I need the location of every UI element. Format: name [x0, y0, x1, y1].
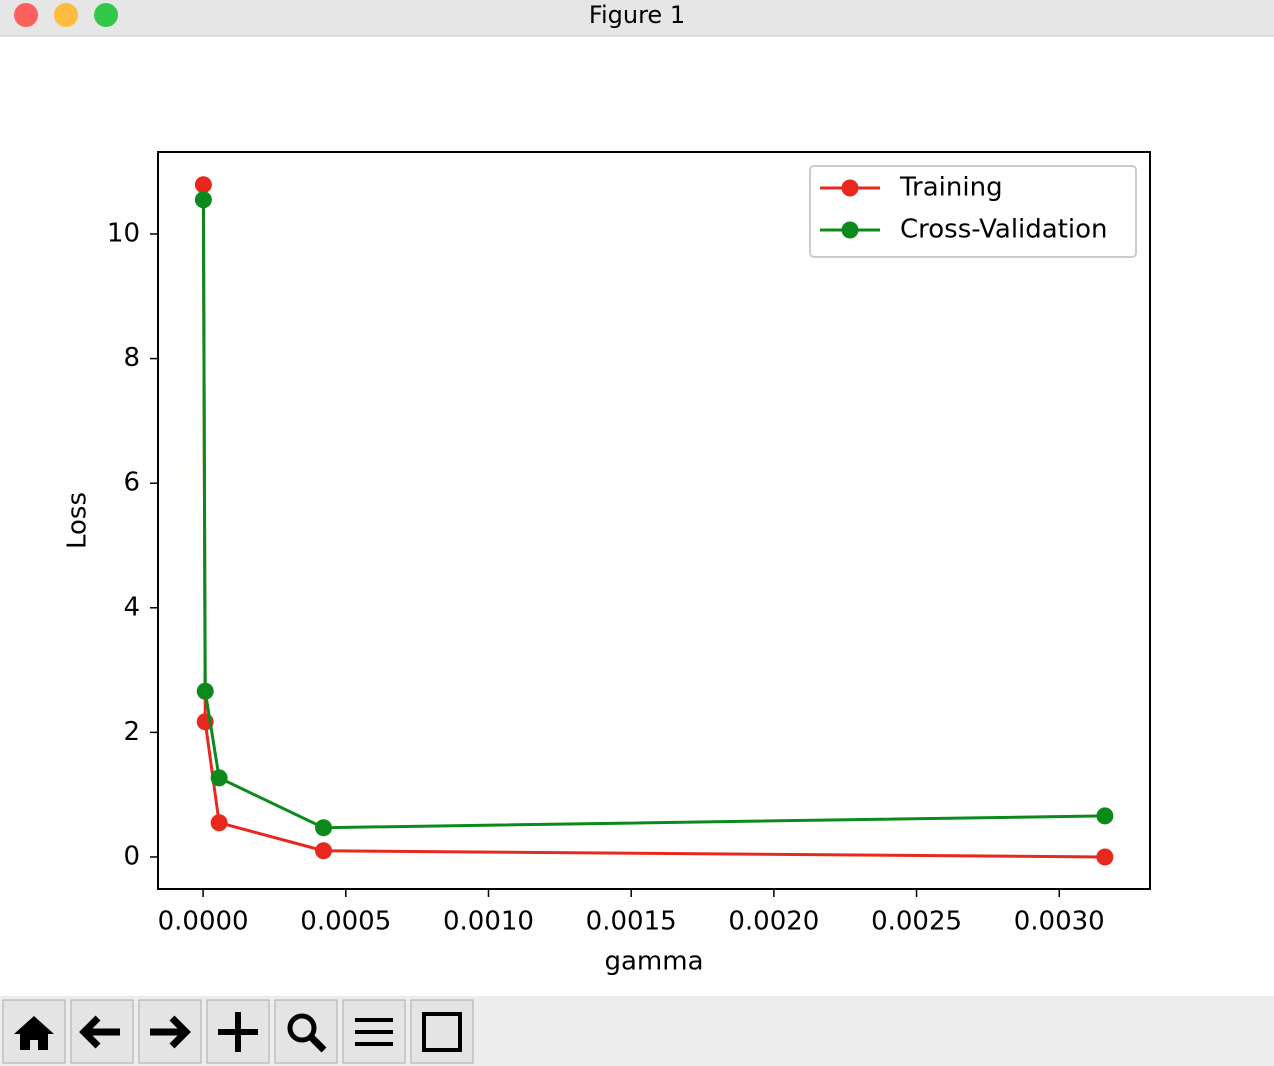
home-icon: [14, 1016, 54, 1050]
x-tick-label: 0.0005: [300, 907, 391, 937]
series-point: [315, 842, 333, 860]
toolbar-buttons: [2, 999, 474, 1064]
back-icon: [79, 1015, 120, 1049]
x-tick-label: 0.0025: [871, 907, 962, 937]
save-button[interactable]: [410, 999, 474, 1064]
zoom-button[interactable]: [94, 3, 118, 27]
y-tick-label: 8: [123, 343, 140, 373]
y-axis-label: Loss: [63, 492, 93, 549]
plot: 0.0000 0.0005 0.0010 0.0015 0.0020 0.0025 0.00…: [63, 151, 1151, 977]
save-icon: [422, 1012, 462, 1052]
legend-box: [809, 165, 1137, 258]
legend-marker: [841, 221, 859, 239]
zoom-tool-button[interactable]: [274, 999, 338, 1064]
pan-icon: [218, 1012, 258, 1052]
legend-label: Cross-Validation: [900, 215, 1108, 245]
y-tick-label: 2: [123, 717, 140, 747]
minimize-button[interactable]: [54, 3, 78, 27]
close-button[interactable]: [14, 3, 38, 27]
series-point: [194, 176, 212, 194]
series-point: [210, 814, 228, 832]
y-tick-label: 0: [123, 841, 140, 871]
y-tick-label: 6: [123, 468, 140, 498]
series-point: [210, 769, 228, 787]
series-point: [1096, 807, 1114, 825]
series-line: [201, 184, 1105, 859]
series-point: [1096, 848, 1114, 866]
toolbar-icons: [14, 1012, 462, 1053]
series-point: [194, 191, 212, 209]
zoom-handle: [308, 1034, 327, 1053]
axes-frame: [157, 151, 1151, 890]
x-tick-label: 0.0030: [1014, 907, 1105, 937]
y-tick-label: 10: [107, 218, 140, 248]
configure-icon: [355, 1018, 393, 1046]
x-axis-label: gamma: [604, 947, 703, 977]
series-line: [201, 199, 1105, 830]
legend-label: Training: [899, 173, 1003, 203]
x-tick-label: 0.0000: [158, 907, 249, 937]
x-tick-label: 0.0010: [443, 907, 534, 937]
x-tick-label: 0.0020: [728, 907, 819, 937]
y-tick-label: 4: [123, 592, 140, 622]
forward-icon: [150, 1015, 191, 1049]
title-bar: [0, 0, 1274, 36]
series-point: [315, 819, 333, 837]
window-title: Figure 1: [589, 1, 685, 29]
x-tick-label: 0.0015: [586, 907, 677, 937]
legend-marker: [841, 179, 859, 197]
zoom-icon: [287, 1013, 317, 1043]
series-point: [196, 682, 214, 700]
